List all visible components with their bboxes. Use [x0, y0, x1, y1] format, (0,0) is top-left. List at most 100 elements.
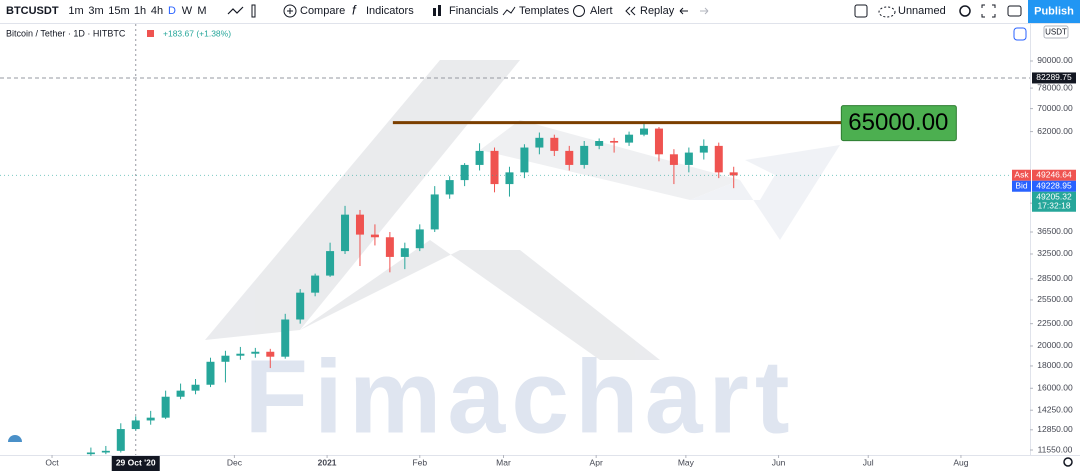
price-tag-bg: [1012, 180, 1031, 192]
y-tick-label: 32500.00: [1037, 248, 1073, 258]
candle-body: [206, 361, 215, 385]
candle-body: [520, 147, 529, 173]
candle-body: [640, 128, 649, 135]
watermark-text: Fimachart: [244, 339, 795, 455]
candle-body: [221, 355, 230, 362]
price-marker-bg: [1032, 180, 1076, 192]
candle-body: [460, 164, 469, 181]
cloud-icon: [878, 6, 896, 18]
price-marker-bg: [1032, 191, 1076, 212]
financials-button[interactable]: Financials: [449, 5, 499, 17]
auto-scale-button[interactable]: [1013, 27, 1027, 41]
candle-body: [281, 319, 290, 357]
x-tick-label: Mar: [496, 457, 511, 467]
candle-body: [146, 417, 155, 421]
candle-body: [475, 150, 484, 165]
candle-body: [385, 237, 394, 257]
price-marker-label: 49246.64: [1036, 169, 1072, 179]
candle-body: [370, 234, 379, 238]
x-tick-label: Apr: [590, 457, 603, 467]
replay-icon: [625, 6, 636, 16]
x-tick-label: Feb: [412, 457, 427, 467]
candle-body: [400, 248, 409, 257]
symbol[interactable]: BTCUSDT: [6, 5, 59, 17]
interval-button[interactable]: 4h: [151, 5, 163, 17]
interval-button[interactable]: 15m: [108, 5, 129, 17]
interval-button[interactable]: D: [168, 5, 176, 17]
logo-shape: [480, 120, 740, 200]
candle-body: [714, 145, 723, 173]
logo-shape: [205, 60, 520, 340]
countdown-label: 17:32:18: [1037, 200, 1070, 210]
x-tick-label: 2021: [318, 457, 337, 467]
candle-body: [326, 251, 335, 276]
candle-body: [535, 137, 544, 148]
price-tag: Ask: [1014, 169, 1029, 179]
x-tick-label: Oct: [45, 457, 59, 467]
indicators-button[interactable]: Indicators: [366, 5, 414, 17]
candle-body: [101, 450, 110, 453]
x-tick-label: Jul: [863, 457, 874, 467]
price-marker-bg: [1032, 169, 1076, 181]
redo-button[interactable]: [700, 7, 709, 15]
candle-body: [236, 353, 245, 356]
legend-swatch: [147, 30, 154, 37]
alert-icon: [573, 5, 585, 17]
candle-body: [580, 145, 589, 165]
price-change: +183.67 (+1.38%): [163, 28, 231, 38]
publish-button[interactable]: [1028, 0, 1080, 23]
interval-button[interactable]: M: [197, 5, 206, 17]
y-tick-label: 16000.00: [1037, 383, 1073, 393]
y-tick-label: 22500.00: [1037, 318, 1073, 328]
financials-icon: [438, 5, 441, 16]
candle-body: [176, 390, 185, 397]
candle-body: [341, 214, 350, 252]
chart-type-icon[interactable]: [227, 6, 244, 15]
financials-icon: [433, 8, 436, 16]
y-tick-label: 11550.00: [1038, 444, 1073, 454]
layout-icon[interactable]: [854, 4, 868, 18]
candle-body: [86, 452, 95, 455]
settings-button[interactable]: [959, 5, 971, 17]
candle-icon[interactable]: [251, 4, 256, 18]
interval-button[interactable]: 1h: [134, 5, 146, 17]
interval-button[interactable]: 1m: [68, 5, 83, 17]
y-tick-label: 62000.00: [1037, 126, 1073, 136]
undo-button[interactable]: [679, 7, 688, 15]
y-tick-label: 70000.00: [1037, 103, 1073, 113]
replay-button[interactable]: Replay: [640, 5, 675, 17]
cloud-icon: [8, 435, 22, 442]
fullscreen-button[interactable]: [981, 4, 996, 18]
candle-body: [490, 150, 499, 185]
candle-body: [251, 351, 260, 354]
candle-body: [669, 154, 678, 165]
layout-name[interactable]: Unnamed: [898, 5, 946, 17]
candle-body: [131, 420, 140, 430]
y-tick-label: 18000.00: [1037, 360, 1073, 370]
candle-body: [654, 128, 663, 155]
candle-body: [729, 172, 738, 176]
currency-label: USDT: [1045, 28, 1067, 37]
logo-shape: [690, 145, 840, 240]
y-tick-label: 78000.00: [1037, 82, 1073, 92]
templates-button[interactable]: Templates: [519, 5, 570, 17]
candle-body: [550, 137, 559, 151]
candle-body: [565, 150, 574, 165]
axis-settings-button[interactable]: [1063, 457, 1073, 467]
indicators-icon: f: [352, 2, 357, 17]
y-tick-label: 25500.00: [1037, 294, 1073, 304]
compare-button[interactable]: Compare: [300, 5, 345, 17]
snapshot-button[interactable]: [1007, 5, 1022, 17]
interval-button[interactable]: W: [182, 5, 193, 17]
price-tag: Bid: [1015, 180, 1028, 190]
publish-label: Publish: [1034, 5, 1074, 17]
interval-button[interactable]: 3m: [88, 5, 103, 17]
candle-body: [430, 194, 439, 230]
candle-body: [266, 351, 275, 357]
toolbar: [0, 0, 1080, 23]
price-marker-bg: [1032, 72, 1076, 84]
level-label-box: [840, 105, 957, 142]
currency-badge[interactable]: [1043, 25, 1069, 39]
alert-button[interactable]: Alert: [590, 5, 613, 17]
compare-icon[interactable]: [283, 4, 297, 18]
